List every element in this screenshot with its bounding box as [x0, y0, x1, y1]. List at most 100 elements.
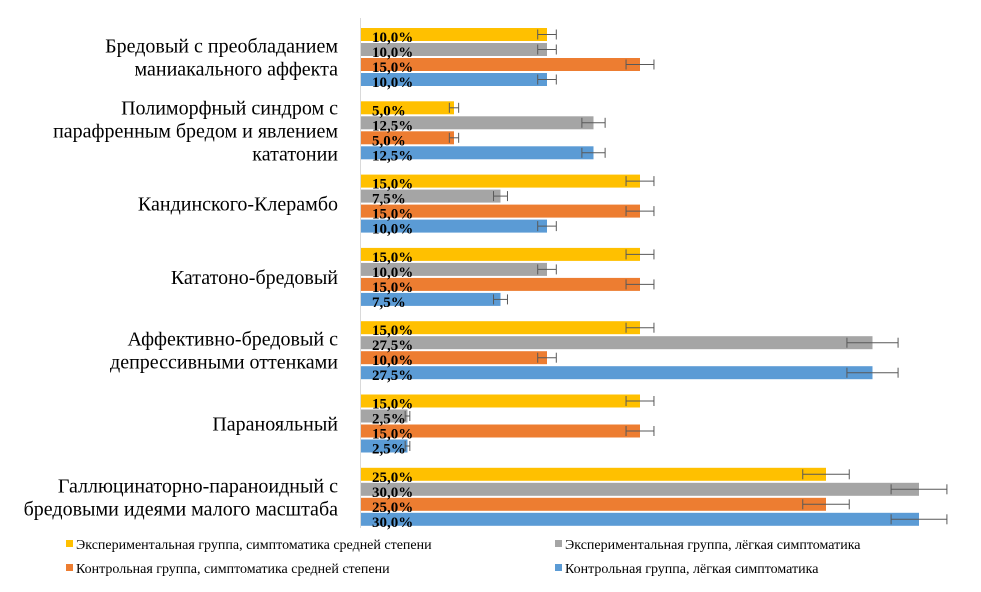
error-bar [581, 117, 606, 128]
category-label: кататонии [252, 143, 338, 165]
legend-item[interactable]: Экспериментальная группа, симптоматика с… [66, 538, 432, 553]
error-bar [890, 484, 948, 495]
legend-swatch-icon [555, 540, 562, 547]
data-label: 12,5% [372, 118, 413, 134]
legend[interactable]: Экспериментальная группа, симптоматика с… [66, 538, 861, 577]
data-label: 15,0% [372, 207, 413, 223]
error-bar [537, 264, 557, 275]
category-label: Галлюцинаторно-параноидный с [58, 475, 338, 497]
category-label: Бредовый с преобладанием [105, 36, 338, 58]
data-label: 27,5% [372, 368, 413, 384]
data-label: 5,0% [372, 133, 406, 149]
data-label: 15,0% [372, 250, 413, 266]
data-label: 15,0% [372, 323, 413, 339]
data-label: 7,5% [372, 295, 406, 311]
legend-swatch-icon [66, 540, 73, 547]
category-label: парафренным бредом и явлением [53, 120, 338, 142]
error-bar [581, 147, 606, 158]
data-label: 7,5% [372, 192, 406, 208]
error-bar [802, 469, 850, 480]
data-label: 15,0% [372, 427, 413, 443]
error-bar [625, 426, 655, 436]
error-bar [625, 176, 655, 187]
error-bar [625, 59, 655, 70]
error-bar [625, 279, 655, 290]
bar [361, 174, 640, 188]
error-bar [537, 352, 557, 363]
error-bar [625, 249, 655, 260]
bar [361, 58, 640, 71]
error-bar [448, 132, 460, 143]
error-bar [625, 322, 655, 333]
category-label: депрессивными оттенками [110, 352, 338, 374]
bar [361, 116, 594, 130]
error-bar [493, 294, 508, 305]
data-label: 2,5% [372, 442, 406, 458]
bar [361, 146, 594, 160]
bar [361, 101, 454, 115]
bar [361, 189, 501, 203]
error-bar [493, 191, 508, 202]
category-label: Полиморфный синдром с [121, 97, 338, 119]
error-bar [404, 411, 411, 421]
error-bar [537, 221, 557, 232]
bar [361, 424, 640, 438]
bar [361, 512, 919, 526]
error-bar [537, 29, 557, 40]
data-label: 15,0% [372, 397, 413, 413]
category-label: Аффективно-бредовый с [128, 329, 339, 351]
bar [361, 439, 408, 453]
data-label: 2,5% [372, 412, 406, 428]
bar [361, 131, 454, 145]
legend-item[interactable]: Экспериментальная группа, лёгкая симптом… [555, 538, 861, 553]
legend-item[interactable]: Контрольная группа, симптоматика средней… [66, 562, 390, 577]
data-label: 10,0% [372, 45, 413, 61]
data-label: 15,0% [372, 280, 413, 296]
data-label: 25,0% [372, 500, 413, 516]
data-label: 25,0% [372, 470, 413, 486]
bar [361, 482, 919, 496]
error-bar [846, 337, 899, 348]
bar [361, 28, 547, 41]
data-label: 27,5% [372, 338, 413, 354]
data-label: 10,0% [372, 30, 413, 46]
value-labels: 10,0%10,0%15,0%10,0%5,0%12,5%5,0%12,5%15… [372, 30, 413, 531]
data-label: 10,0% [372, 75, 413, 91]
data-label: 10,0% [372, 353, 413, 369]
error-bar [537, 74, 557, 85]
data-label: 15,0% [372, 177, 413, 193]
category-label: бредовыми идеями малого масштаба [24, 498, 338, 520]
bar [361, 321, 640, 335]
bar [361, 277, 640, 291]
error-bar [802, 499, 850, 510]
category-label: Паранояльный [212, 414, 338, 436]
error-bar [890, 514, 948, 525]
legend-item[interactable]: Контрольная группа, лёгкая симптоматика [555, 562, 819, 577]
bar [361, 467, 826, 481]
category-label: Кандинского-Клерамбо [138, 194, 338, 216]
error-bars [404, 29, 948, 525]
data-label: 30,0% [372, 515, 413, 531]
error-bar [625, 206, 655, 217]
error-bar [625, 396, 655, 406]
data-label: 12,5% [372, 148, 413, 164]
legend-label: Экспериментальная группа, симптоматика с… [76, 538, 432, 553]
bar [361, 366, 873, 380]
data-label: 15,0% [372, 60, 413, 76]
bar [361, 262, 547, 276]
legend-label: Контрольная группа, симптоматика средней… [76, 562, 390, 577]
bar [361, 394, 640, 408]
bar [361, 336, 873, 350]
data-label: 10,0% [372, 265, 413, 281]
error-bar [448, 102, 460, 113]
legend-label: Экспериментальная группа, лёгкая симптом… [565, 538, 861, 553]
error-bar [404, 441, 411, 451]
bar [361, 204, 640, 218]
bar [361, 247, 640, 261]
error-bar [846, 367, 899, 378]
bar [361, 73, 547, 86]
error-bar [537, 44, 557, 55]
bar [361, 219, 547, 233]
bar [361, 497, 826, 511]
bar [361, 409, 408, 423]
